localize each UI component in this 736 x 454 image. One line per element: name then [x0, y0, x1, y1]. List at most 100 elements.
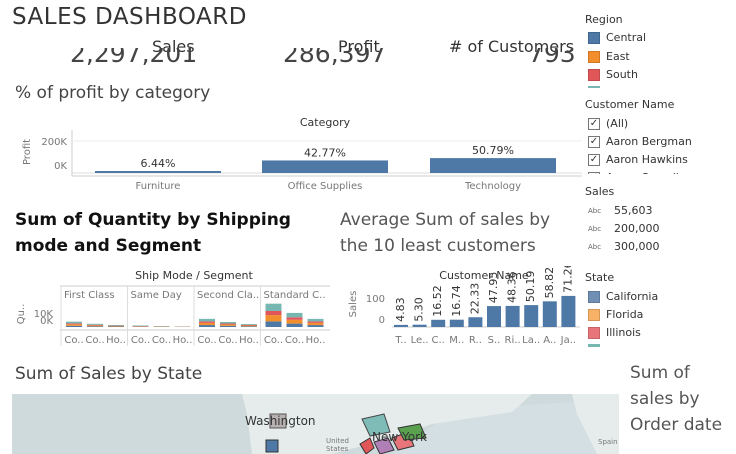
michigan-state[interactable]	[361, 413, 391, 437]
customer-bar-label: 16.74	[450, 285, 463, 317]
category-chart-title: % of profit by category	[15, 83, 211, 103]
shipping-bar-segment[interactable]	[66, 325, 82, 327]
kpi-customers-value: 793	[528, 48, 576, 66]
category-tick-label: Furniture	[136, 181, 181, 192]
shipping-bar-segment[interactable]	[307, 318, 324, 322]
shipping-bar-segment[interactable]	[307, 322, 324, 326]
customer-bar-label: 58.82	[543, 267, 556, 299]
shipping-bar-segment[interactable]	[307, 321, 324, 323]
customer-option-2[interactable]: ✓ Aaron Hawkins	[588, 151, 688, 168]
customer-bar[interactable]	[505, 305, 520, 327]
shipping-bar-segment[interactable]	[66, 321, 82, 324]
shipping-segment-label: Ho..	[106, 335, 126, 346]
check-icon[interactable]: ✓	[588, 153, 600, 166]
shipping-bar-segment[interactable]	[87, 323, 103, 325]
shipping-bar-segment[interactable]	[199, 322, 215, 326]
check-icon[interactable]: ✓	[588, 135, 600, 148]
region-swatch-east	[588, 50, 600, 63]
shipping-bar-segment[interactable]	[265, 315, 282, 322]
shipping-bar-segment[interactable]	[87, 325, 103, 327]
customer-bar[interactable]	[431, 319, 446, 327]
shipping-bar-segment[interactable]	[220, 325, 236, 327]
customer-bar[interactable]	[487, 306, 501, 327]
state-map-title: Sum of Sales by State	[15, 364, 203, 384]
customer-chart-title: Average Sum of sales by the 10 least cus…	[340, 210, 551, 256]
shipping-bar-segment[interactable]	[108, 325, 124, 327]
category-bar[interactable]	[262, 160, 388, 173]
category-bar[interactable]	[95, 171, 221, 173]
shipping-bar-segment[interactable]	[220, 323, 236, 325]
check-icon[interactable]: ✓	[588, 171, 600, 174]
state-label-california: California	[606, 290, 659, 303]
customer-bar-label: 47.95	[487, 272, 500, 304]
region-item-central[interactable]: Central	[588, 29, 646, 46]
shipping-bar-segment[interactable]	[265, 303, 282, 311]
dashboard-title: SALES DASHBOARD	[12, 4, 247, 30]
customer-bar[interactable]	[542, 301, 557, 327]
shipping-segment-label: Co..	[85, 335, 104, 346]
illinois-state[interactable]	[359, 437, 375, 454]
kpi-customers-label: # of Customers	[449, 37, 575, 56]
shipping-bar-segment[interactable]	[307, 325, 324, 327]
customer-bar[interactable]	[524, 305, 539, 327]
shipping-bar-segment[interactable]	[108, 324, 124, 326]
customer-bar[interactable]	[394, 324, 408, 327]
shipping-bar-segment[interactable]	[199, 321, 215, 323]
state-item-illinois[interactable]: Illinois	[588, 324, 641, 341]
shipping-bar-segment[interactable]	[66, 324, 82, 326]
customer-filter-list[interactable]: ✓ (All) ✓ Aaron Bergman ✓ Aaron Hawkins ✓ Aa…	[585, 114, 735, 174]
customer-option-all[interactable]: ✓ (All)	[588, 115, 628, 132]
state-item-california[interactable]: California	[588, 288, 658, 305]
check-icon[interactable]: ✓	[588, 117, 600, 130]
state-item-florida[interactable]: Florida	[588, 306, 643, 323]
customer-option-1[interactable]: ✓ Aaron Bergman	[588, 133, 692, 150]
customer-tick-label: Ri..	[505, 335, 521, 346]
sales-legend: Abc 55,603 Abc 200,000 Abc 300,000	[585, 201, 735, 259]
customer-chart-ytick-100: 100	[366, 294, 385, 305]
kpi-sales-value: 2,297,201	[70, 48, 198, 66]
customer-bar[interactable]	[561, 295, 576, 327]
region-swatch-central	[588, 31, 600, 44]
customer-bar[interactable]	[468, 317, 483, 327]
category-chart-ytick-0k: 0K	[54, 161, 67, 172]
category-bar-label: 6.44%	[141, 157, 176, 170]
shipping-bar-segment[interactable]	[286, 312, 303, 318]
shipping-bar-segment[interactable]	[286, 319, 303, 324]
new-york-state[interactable]	[397, 423, 427, 441]
customer-option-3[interactable]: ✓ Aaron Smayling	[588, 169, 693, 174]
region-item-east[interactable]: East	[588, 48, 630, 65]
shipping-bar-segment[interactable]	[87, 324, 103, 326]
state-legend: California Florida Illinois	[585, 287, 735, 347]
order-date-title: Sum of sales by Order date	[630, 363, 723, 435]
washington-state[interactable]	[269, 413, 287, 429]
region-swatch-south	[588, 68, 600, 81]
shipping-bar-segment[interactable]	[265, 310, 282, 316]
state-map[interactable]: Washington New York United States Spain	[12, 394, 619, 454]
europe-shape	[572, 394, 619, 454]
shipping-bar-segment[interactable]	[241, 326, 257, 327]
shipping-bar-segment[interactable]	[241, 324, 257, 326]
shipping-bar-segment[interactable]	[199, 318, 215, 322]
category-bar[interactable]	[430, 158, 556, 173]
sales-item-2[interactable]: Abc 300,000	[588, 238, 660, 255]
sales-item-1[interactable]: Abc 200,000	[588, 220, 660, 237]
shipping-bar-segment[interactable]	[265, 321, 282, 327]
ohio-state[interactable]	[373, 437, 395, 454]
shipping-chart-title: Sum of Quantity by Shipping mode and Seg…	[15, 210, 291, 256]
customer-bar-label: 48.36	[506, 271, 519, 303]
shipping-bar-segment[interactable]	[66, 323, 82, 325]
shipping-bar-segment[interactable]	[199, 325, 215, 327]
shipping-bar-segment[interactable]	[241, 324, 257, 325]
shipping-bar-segment[interactable]	[220, 321, 236, 324]
shipping-bar-segment[interactable]	[286, 317, 303, 320]
shipping-bar-segment[interactable]	[286, 323, 303, 327]
customer-bar[interactable]	[449, 319, 464, 327]
customer-option-label: Aaron Bergman	[606, 135, 692, 148]
shipping-bar-segment[interactable]	[87, 326, 103, 327]
customer-bar[interactable]	[412, 324, 427, 327]
shipping-bar-segment[interactable]	[241, 325, 257, 327]
region-item-south[interactable]: South	[588, 66, 638, 83]
shipping-bar-segment[interactable]	[220, 324, 236, 326]
oregon-state[interactable]	[265, 439, 279, 453]
sales-item-0[interactable]: Abc 55,603	[588, 202, 653, 219]
